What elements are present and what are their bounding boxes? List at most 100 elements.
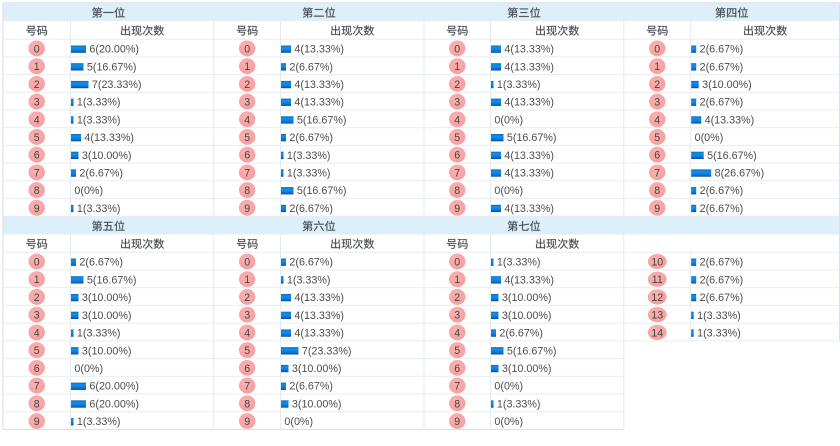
svg-text:3(10.00%): 3(10.00%) bbox=[82, 292, 132, 304]
svg-text:1(3.33%): 1(3.33%) bbox=[497, 398, 541, 410]
svg-text:6(20.00%): 6(20.00%) bbox=[89, 398, 139, 410]
svg-text:2(6.67%): 2(6.67%) bbox=[289, 61, 333, 73]
svg-text:9: 9 bbox=[454, 416, 460, 428]
svg-text:4: 4 bbox=[244, 114, 250, 126]
svg-text:7: 7 bbox=[34, 167, 40, 179]
svg-text:2(6.67%): 2(6.67%) bbox=[700, 274, 744, 286]
svg-text:1: 1 bbox=[244, 61, 250, 73]
svg-text:5(16.67%): 5(16.67%) bbox=[87, 61, 137, 73]
svg-text:8: 8 bbox=[244, 185, 250, 197]
svg-text:2: 2 bbox=[244, 79, 250, 91]
svg-text:9: 9 bbox=[34, 416, 40, 428]
svg-text:4: 4 bbox=[454, 114, 460, 126]
svg-text:6: 6 bbox=[454, 150, 460, 162]
svg-text:0(0%): 0(0%) bbox=[494, 416, 523, 428]
svg-text:0(0%): 0(0%) bbox=[494, 381, 523, 393]
svg-text:4(13.33%): 4(13.33%) bbox=[504, 274, 554, 286]
svg-text:2(6.67%): 2(6.67%) bbox=[700, 292, 744, 304]
svg-text:3(10.00%): 3(10.00%) bbox=[82, 310, 132, 322]
svg-text:8: 8 bbox=[654, 185, 660, 197]
svg-text:2(6.67%): 2(6.67%) bbox=[289, 203, 333, 215]
svg-text:5: 5 bbox=[34, 345, 40, 357]
svg-text:1(3.33%): 1(3.33%) bbox=[77, 114, 121, 126]
svg-text:5: 5 bbox=[454, 132, 460, 144]
svg-text:6: 6 bbox=[244, 150, 250, 162]
svg-text:1(3.33%): 1(3.33%) bbox=[497, 257, 541, 269]
svg-text:6: 6 bbox=[244, 363, 250, 375]
svg-text:2(6.67%): 2(6.67%) bbox=[79, 168, 123, 180]
svg-text:2: 2 bbox=[34, 79, 40, 91]
svg-text:3: 3 bbox=[654, 97, 660, 109]
svg-text:4(13.33%): 4(13.33%) bbox=[294, 328, 344, 340]
svg-text:4: 4 bbox=[654, 114, 660, 126]
svg-text:8: 8 bbox=[244, 398, 250, 410]
svg-text:5: 5 bbox=[244, 132, 250, 144]
svg-text:2: 2 bbox=[244, 292, 250, 304]
svg-text:3: 3 bbox=[244, 310, 250, 322]
svg-text:5(16.67%): 5(16.67%) bbox=[87, 274, 137, 286]
svg-text:4(13.33%): 4(13.33%) bbox=[294, 44, 344, 56]
svg-text:13: 13 bbox=[651, 310, 663, 322]
svg-text:1: 1 bbox=[454, 61, 460, 73]
svg-text:2(6.67%): 2(6.67%) bbox=[700, 203, 744, 215]
svg-text:0: 0 bbox=[244, 43, 250, 55]
svg-text:5(16.67%): 5(16.67%) bbox=[507, 345, 557, 357]
svg-text:4(13.33%): 4(13.33%) bbox=[294, 310, 344, 322]
svg-text:0(0%): 0(0%) bbox=[74, 185, 103, 197]
svg-text:0: 0 bbox=[654, 43, 660, 55]
svg-text:3(10.00%): 3(10.00%) bbox=[82, 345, 132, 357]
svg-text:0(0%): 0(0%) bbox=[284, 416, 313, 428]
svg-text:5: 5 bbox=[654, 132, 660, 144]
svg-text:1(3.33%): 1(3.33%) bbox=[77, 97, 121, 109]
svg-text:3(10.00%): 3(10.00%) bbox=[292, 398, 342, 410]
svg-text:7: 7 bbox=[454, 167, 460, 179]
svg-text:7(23.33%): 7(23.33%) bbox=[92, 79, 142, 91]
svg-text:5(16.67%): 5(16.67%) bbox=[507, 132, 557, 144]
svg-text:3(10.00%): 3(10.00%) bbox=[82, 150, 132, 162]
svg-text:4: 4 bbox=[34, 327, 40, 339]
svg-text:2(6.67%): 2(6.67%) bbox=[700, 257, 744, 269]
svg-text:0(0%): 0(0%) bbox=[695, 132, 724, 144]
svg-text:2(6.67%): 2(6.67%) bbox=[700, 185, 744, 197]
svg-text:4(13.33%): 4(13.33%) bbox=[705, 114, 755, 126]
svg-text:10: 10 bbox=[651, 256, 663, 268]
svg-text:3(10.00%): 3(10.00%) bbox=[702, 79, 752, 91]
svg-text:6: 6 bbox=[34, 363, 40, 375]
svg-text:0(0%): 0(0%) bbox=[74, 363, 103, 375]
svg-text:1: 1 bbox=[34, 61, 40, 73]
svg-text:6(20.00%): 6(20.00%) bbox=[89, 44, 139, 56]
svg-text:4(13.33%): 4(13.33%) bbox=[294, 97, 344, 109]
svg-text:4(13.33%): 4(13.33%) bbox=[504, 61, 554, 73]
svg-text:3: 3 bbox=[454, 310, 460, 322]
svg-text:6: 6 bbox=[34, 150, 40, 162]
svg-text:3(10.00%): 3(10.00%) bbox=[502, 363, 552, 375]
svg-text:9: 9 bbox=[244, 416, 250, 428]
svg-text:2: 2 bbox=[654, 79, 660, 91]
svg-text:8: 8 bbox=[454, 185, 460, 197]
svg-text:0(0%): 0(0%) bbox=[494, 114, 523, 126]
svg-text:3: 3 bbox=[34, 310, 40, 322]
svg-text:0: 0 bbox=[244, 256, 250, 268]
svg-text:9: 9 bbox=[454, 203, 460, 215]
svg-text:9: 9 bbox=[244, 203, 250, 215]
svg-text:7: 7 bbox=[34, 381, 40, 393]
svg-text:4(13.33%): 4(13.33%) bbox=[504, 44, 554, 56]
svg-text:12: 12 bbox=[651, 292, 663, 304]
svg-text:2(6.67%): 2(6.67%) bbox=[289, 257, 333, 269]
svg-text:14: 14 bbox=[651, 327, 663, 339]
svg-text:7: 7 bbox=[244, 167, 250, 179]
svg-text:2(6.67%): 2(6.67%) bbox=[700, 44, 744, 56]
svg-text:1: 1 bbox=[454, 274, 460, 286]
svg-text:4(13.33%): 4(13.33%) bbox=[504, 168, 554, 180]
svg-text:4: 4 bbox=[244, 327, 250, 339]
svg-text:1(3.33%): 1(3.33%) bbox=[697, 328, 741, 340]
svg-text:4(13.33%): 4(13.33%) bbox=[504, 97, 554, 109]
svg-text:3(10.00%): 3(10.00%) bbox=[502, 310, 552, 322]
svg-text:1(3.33%): 1(3.33%) bbox=[287, 168, 331, 180]
svg-text:2: 2 bbox=[454, 292, 460, 304]
svg-text:11: 11 bbox=[652, 274, 663, 286]
svg-text:8: 8 bbox=[34, 185, 40, 197]
svg-text:1: 1 bbox=[654, 61, 660, 73]
svg-text:3: 3 bbox=[454, 97, 460, 109]
svg-text:7: 7 bbox=[244, 381, 250, 393]
